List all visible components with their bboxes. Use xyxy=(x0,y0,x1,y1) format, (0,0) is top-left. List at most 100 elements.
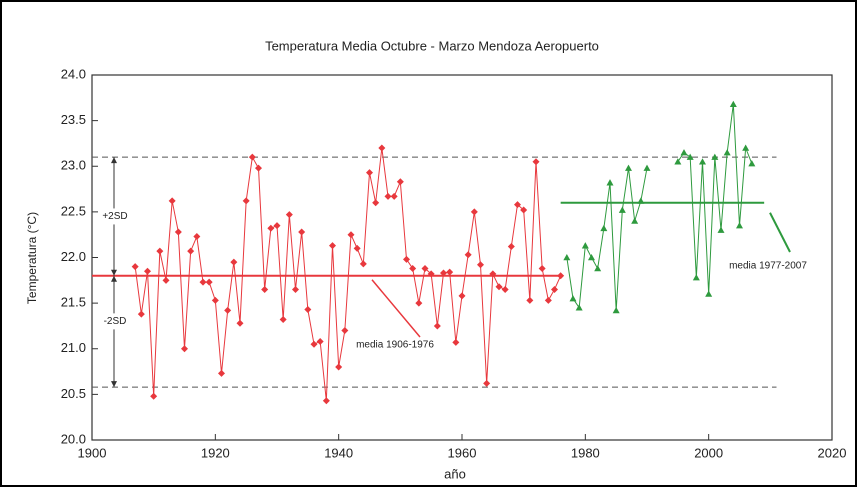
data-point xyxy=(267,224,275,232)
data-point xyxy=(396,178,404,186)
data-point xyxy=(255,164,262,172)
data-point xyxy=(292,285,299,293)
data-point xyxy=(674,158,682,165)
annotation: +2SD xyxy=(102,211,127,222)
data-point xyxy=(514,201,521,209)
data-point xyxy=(273,222,281,230)
data-point xyxy=(557,272,565,280)
data-point xyxy=(329,242,336,250)
data-point xyxy=(409,264,417,272)
data-point xyxy=(729,100,737,107)
data-point xyxy=(156,247,164,255)
data-point xyxy=(489,270,497,278)
data-point xyxy=(600,224,608,232)
annotation: media 1906-1976 xyxy=(356,340,434,351)
data-point xyxy=(520,206,528,214)
data-point xyxy=(464,251,472,259)
data-point xyxy=(717,226,725,233)
y-tick-label: 23.0 xyxy=(61,158,86,173)
data-point xyxy=(618,206,626,213)
data-point xyxy=(230,258,238,266)
data-point xyxy=(458,292,466,300)
x-tick-label: 1980 xyxy=(571,445,600,460)
data-point xyxy=(612,306,620,314)
y-tick-label: 20.0 xyxy=(61,431,86,446)
data-point xyxy=(711,153,719,160)
y-tick-label: 22.0 xyxy=(61,249,86,264)
data-point xyxy=(168,197,176,205)
data-point xyxy=(390,192,398,200)
data-point xyxy=(532,158,540,166)
data-point xyxy=(581,242,589,249)
data-point xyxy=(551,285,558,293)
data-point xyxy=(150,392,158,400)
annotation-arrow xyxy=(769,212,791,253)
data-point xyxy=(187,247,195,255)
data-point xyxy=(211,296,219,304)
data-point xyxy=(199,278,207,286)
data-point xyxy=(248,153,256,161)
data-point xyxy=(421,264,429,272)
data-point xyxy=(193,233,201,241)
arrow-head xyxy=(111,157,117,164)
data-point xyxy=(544,296,552,304)
x-tick-label: 2000 xyxy=(694,445,723,460)
data-point xyxy=(335,363,343,371)
data-point xyxy=(279,316,287,324)
x-tick-label: 1900 xyxy=(78,445,107,460)
y-axis-label: Temperatura (°C) xyxy=(25,212,39,304)
y-tick-label: 23.5 xyxy=(61,112,86,127)
x-axis-label: año xyxy=(444,466,466,481)
data-point xyxy=(606,179,614,186)
x-tick-label: 2020 xyxy=(818,445,847,460)
data-point xyxy=(495,283,503,291)
data-point xyxy=(341,327,349,334)
data-point xyxy=(144,267,151,275)
x-tick-label: 1920 xyxy=(201,445,230,460)
data-point xyxy=(242,197,250,205)
data-point xyxy=(304,306,312,314)
data-point xyxy=(316,337,324,345)
data-point xyxy=(625,164,632,171)
data-point xyxy=(507,243,515,251)
data-point xyxy=(137,310,145,318)
data-point xyxy=(692,274,700,281)
data-point xyxy=(205,278,213,286)
arrow-head xyxy=(111,381,117,388)
data-point xyxy=(162,276,170,284)
data-point xyxy=(594,264,602,272)
annotation: media 1977-2007 xyxy=(729,261,807,272)
data-point xyxy=(575,304,583,311)
data-point xyxy=(538,264,546,272)
data-point xyxy=(526,296,534,304)
data-point xyxy=(224,306,232,314)
data-point xyxy=(403,255,410,263)
data-point xyxy=(359,260,367,268)
data-point xyxy=(470,208,478,216)
data-point xyxy=(285,211,293,219)
arrow-head xyxy=(111,275,117,282)
data-point xyxy=(723,149,731,156)
data-point xyxy=(298,228,306,236)
data-point xyxy=(415,299,423,307)
y-tick-label: 21.5 xyxy=(61,295,86,310)
data-point xyxy=(322,397,330,405)
data-point xyxy=(440,269,447,277)
y-tick-label: 22.5 xyxy=(61,203,86,218)
data-point xyxy=(174,228,182,236)
data-point xyxy=(705,290,713,297)
data-point xyxy=(236,319,244,327)
data-point xyxy=(366,169,373,177)
data-point xyxy=(637,197,645,204)
data-point xyxy=(736,222,743,229)
annotation-arrow xyxy=(371,279,421,338)
data-point xyxy=(261,285,269,293)
data-point xyxy=(588,254,595,261)
data-point xyxy=(483,379,491,387)
y-tick-label: 20.5 xyxy=(61,386,86,401)
data-point xyxy=(680,149,688,156)
label-bg xyxy=(100,208,130,225)
data-point xyxy=(643,164,651,171)
